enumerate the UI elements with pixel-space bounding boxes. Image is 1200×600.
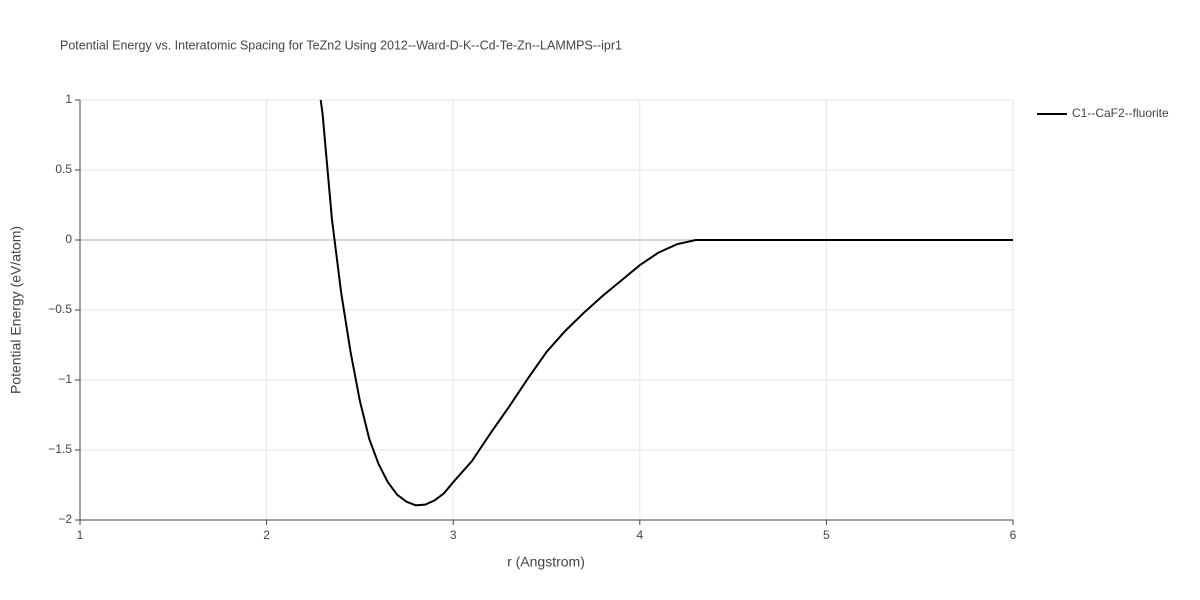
y-tick-label: −1.5 bbox=[48, 442, 72, 456]
y-axis-label: Potential Energy (eV/atom) bbox=[8, 226, 24, 394]
y-tick-label: 0 bbox=[65, 232, 72, 246]
x-tick-label: 6 bbox=[1010, 528, 1017, 542]
y-tick-label: 0.5 bbox=[55, 162, 72, 176]
x-tick-label: 2 bbox=[263, 528, 270, 542]
y-tick-label: −1 bbox=[58, 372, 72, 386]
x-tick-label: 1 bbox=[77, 528, 84, 542]
line-series bbox=[319, 99, 1013, 507]
chart-title: Potential Energy vs. Interatomic Spacing… bbox=[60, 38, 622, 52]
x-tick-label: 4 bbox=[636, 528, 643, 542]
x-axis-label: r (Angstrom) bbox=[507, 554, 585, 570]
y-tick-label: 1 bbox=[65, 92, 72, 106]
legend-label: C1--CaF2--fluorite bbox=[1072, 106, 1169, 120]
y-tick-label: −2 bbox=[58, 512, 72, 526]
x-tick-label: 3 bbox=[450, 528, 457, 542]
y-tick-label: −0.5 bbox=[48, 302, 72, 316]
x-tick-label: 5 bbox=[823, 528, 830, 542]
